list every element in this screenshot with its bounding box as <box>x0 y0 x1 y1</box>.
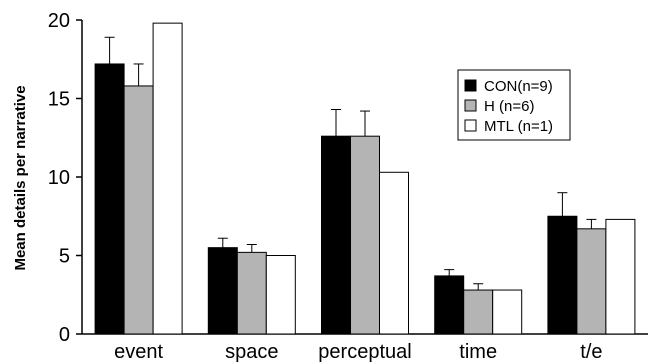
legend-swatch-mtl <box>465 120 476 131</box>
bar-h-space <box>237 252 266 334</box>
bar-mtl-space <box>266 256 295 335</box>
bar-h-event <box>124 86 153 334</box>
y-tick-label: 0 <box>59 324 70 346</box>
x-tick-label: t/e <box>580 341 602 363</box>
legend-label-h: H (n=6) <box>484 98 534 115</box>
bar-mtl-te <box>606 219 635 334</box>
y-tick-label: 15 <box>48 89 70 111</box>
bar-mtl-event <box>153 23 182 334</box>
y-tick-label: 20 <box>48 10 70 32</box>
bar-mtl-perceptual <box>380 172 409 334</box>
bar-mtl-time <box>493 290 522 334</box>
bar-con-space <box>208 248 237 334</box>
legend-swatch-con <box>465 80 476 91</box>
legend-label-con: CON(n=9) <box>484 78 553 95</box>
x-tick-label: perceptual <box>318 341 411 363</box>
x-tick-label: time <box>459 341 497 363</box>
x-tick-label: space <box>225 341 278 363</box>
bar-h-perceptual <box>351 136 380 334</box>
bar-con-event <box>95 64 124 334</box>
bar-con-te <box>548 216 577 334</box>
legend: CON(n=9) H (n=6) MTL (n=1) <box>458 70 570 140</box>
y-axis-title: Mean details per narrative <box>12 85 29 270</box>
x-tick-label: event <box>114 341 163 363</box>
x-axis-tick-labels: event space perceptual time t/e <box>114 341 602 363</box>
y-axis-ticks: 0 5 10 15 20 <box>48 10 82 346</box>
y-tick-label: 10 <box>48 167 70 189</box>
bar-h-time <box>464 290 493 334</box>
y-tick-label: 5 <box>59 246 70 268</box>
bar-con-time <box>435 276 464 334</box>
bar-con-perceptual <box>322 136 351 334</box>
legend-label-mtl: MTL (n=1) <box>484 118 553 135</box>
legend-swatch-h <box>465 100 476 111</box>
bar-h-te <box>577 229 606 334</box>
